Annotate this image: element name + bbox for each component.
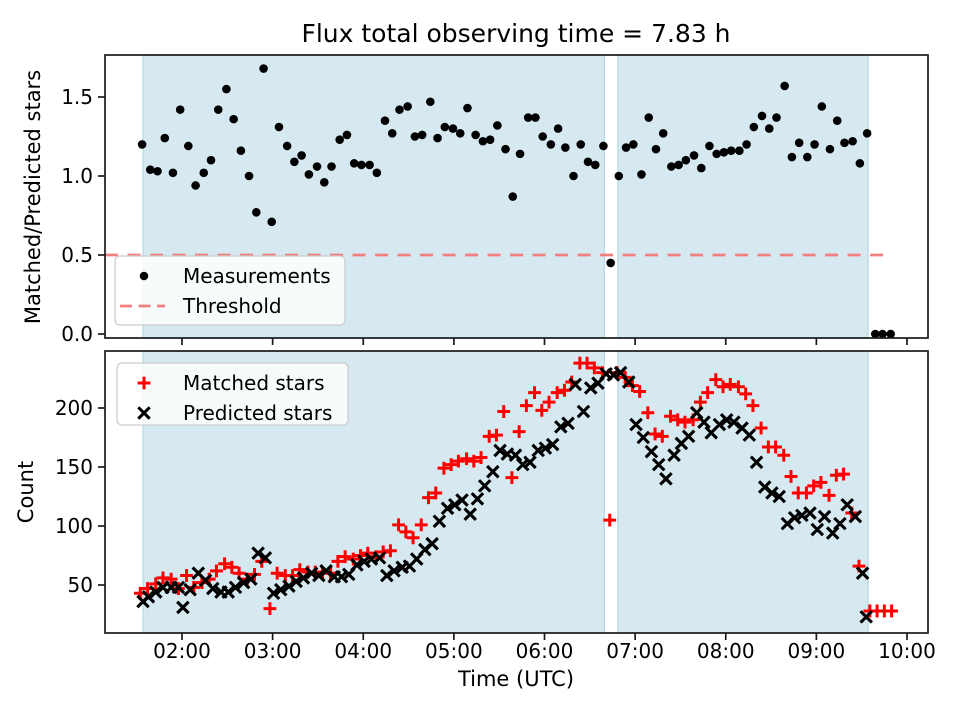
top-legend: Measurements Threshold: [114, 255, 346, 326]
y-tick-label: 50: [68, 573, 93, 597]
y-tick-label: 200: [55, 396, 93, 420]
top-axes-frame: 0.0 0.5 1.0 1.5: [61, 54, 929, 345]
x-tick-label: 09:00: [788, 639, 846, 663]
y-tick-label: 150: [55, 455, 93, 479]
bottom-y-axis-label: Count: [14, 461, 38, 523]
top-axes: 0.0 0.5 1.0 1.5 Measurements Threshold Flux …: [21, 19, 929, 345]
y-tick-label: 0.5: [61, 243, 93, 267]
x-tick-label: 06:00: [516, 639, 574, 663]
x-tick-label: 05:00: [425, 639, 483, 663]
measurements-points: [137, 64, 895, 339]
x-tick-label: 07:00: [606, 639, 664, 663]
x-tick-label: 10:00: [878, 639, 936, 663]
legend-label: Measurements: [183, 264, 331, 288]
x-tick-label: 03:00: [244, 639, 302, 663]
measurements-series: [137, 64, 895, 339]
y-tick-label: 0.0: [61, 322, 93, 345]
bottom-axes: 02:00 03:00 04:00 05:00 06:00 07:00 08:00 09:00…: [14, 350, 936, 691]
stars-points: [133, 356, 898, 624]
x-tick-label: 08:00: [697, 639, 755, 663]
y-tick-label: 1.0: [61, 164, 93, 188]
x-axis-label: Time (UTC): [457, 667, 574, 691]
bottom-legend: Matched stars Predicted stars: [116, 362, 349, 426]
y-tick-label: 100: [55, 514, 93, 538]
legend-label: Threshold: [182, 294, 282, 318]
top-y-axis-label: Matched/Predicted stars: [21, 70, 45, 324]
bottom-axes-frame: 02:00 03:00 04:00 05:00 06:00 07:00 08:00 09:00…: [55, 350, 936, 663]
legend-label: Matched stars: [183, 371, 325, 395]
legend-label: Predicted stars: [183, 401, 332, 425]
predicted-stars-series: [136, 365, 874, 624]
y-tick-label: 1.5: [61, 85, 93, 109]
chart-title: Flux total observing time = 7.83 h: [301, 19, 730, 48]
x-tick-label: 02:00: [153, 639, 211, 663]
x-tick-label: 04:00: [334, 639, 392, 663]
